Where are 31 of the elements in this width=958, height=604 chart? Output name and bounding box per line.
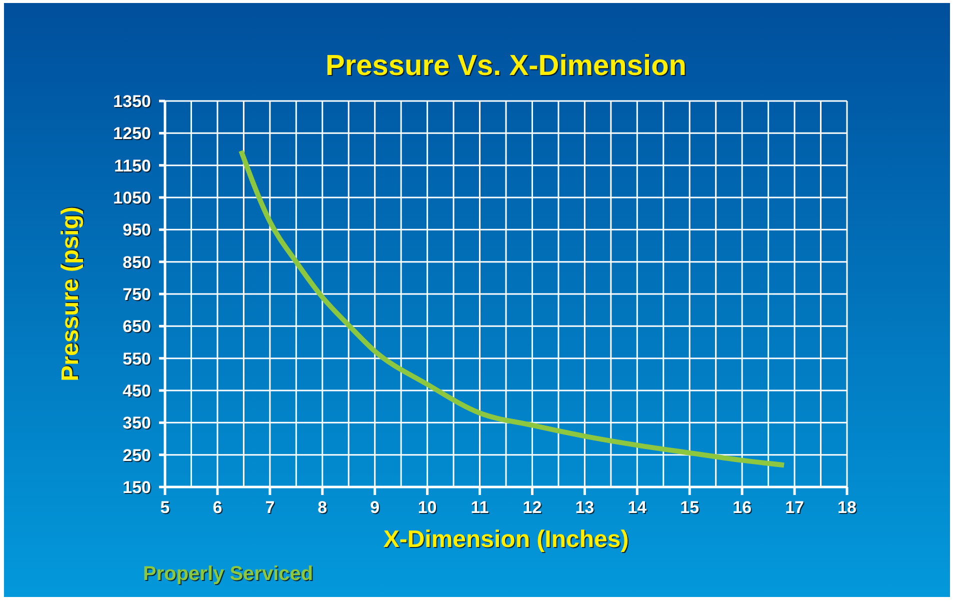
x-tick-label: 15 xyxy=(680,498,700,517)
y-tick-label: 450 xyxy=(122,382,151,400)
y-tick-label: 750 xyxy=(122,285,151,304)
x-tick-label: 9 xyxy=(370,498,380,517)
y-tick-label: 350 xyxy=(122,414,151,433)
x-tick-label: 17 xyxy=(785,498,804,517)
y-tick-label: 150 xyxy=(122,478,151,497)
y-tick-label: 1050 xyxy=(113,188,151,208)
y-tick-label: 550 xyxy=(122,349,151,368)
text: Properly Serviced xyxy=(143,563,314,585)
x-tick-label: 5 xyxy=(160,498,170,517)
x-tick-label: 13 xyxy=(575,498,594,517)
y-tick-label: 1350 xyxy=(113,92,151,111)
x-tick-label: 14 xyxy=(628,498,648,517)
x-tick-label: 6 xyxy=(212,498,222,517)
x-tick-label: 7 xyxy=(265,498,275,517)
x-tick-label: 16 xyxy=(732,498,752,517)
y-tick-label: 1250 xyxy=(113,124,151,144)
x-tick-label: 8 xyxy=(318,498,328,517)
y-tick-label: 950 xyxy=(122,220,151,240)
y-tick-label: 1150 xyxy=(114,156,151,176)
x-tick-label: 18 xyxy=(838,498,856,517)
chart-title: Pressure Vs. X-Dimension xyxy=(325,50,687,82)
y-tick-label: 650 xyxy=(122,317,151,336)
y-tick-label: 250 xyxy=(122,446,151,465)
y-axis-title: Pressure (psig) xyxy=(57,206,84,382)
x-axis-title: X-Dimension (Inches) xyxy=(383,526,629,553)
x-tick-label: 12 xyxy=(522,498,542,517)
x-tick-label: 11 xyxy=(470,498,489,517)
y-tick-label: 850 xyxy=(122,252,151,272)
x-tick-label: 10 xyxy=(418,498,437,517)
